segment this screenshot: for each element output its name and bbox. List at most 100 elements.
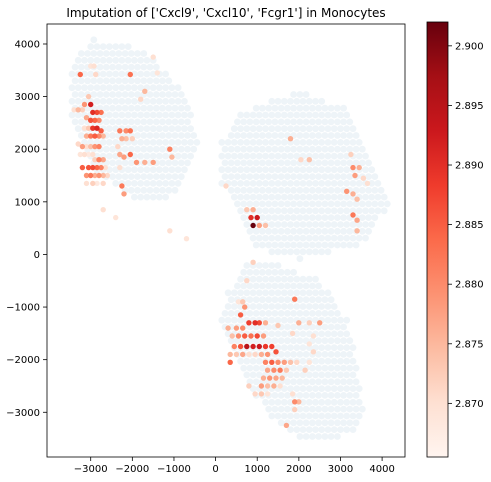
data-point (229, 333, 235, 339)
background-spot (77, 118, 85, 126)
background-spot (380, 207, 388, 215)
background-spot (358, 186, 366, 194)
data-point (350, 212, 356, 218)
background-spot (299, 426, 307, 433)
background-spot (131, 193, 138, 201)
background-spot (271, 173, 279, 181)
background-spot (315, 241, 322, 249)
background-spot (131, 84, 138, 92)
background-spot (337, 385, 344, 392)
data-point (294, 359, 300, 365)
data-point (169, 154, 175, 160)
background-spot (318, 139, 326, 146)
background-spot (259, 118, 266, 126)
data-point (79, 143, 86, 150)
background-spot (293, 303, 301, 310)
background-spot (349, 221, 357, 228)
background-spot (374, 193, 382, 201)
background-spot (327, 323, 335, 331)
background-spot (309, 227, 316, 235)
background-spot (271, 268, 279, 276)
background-spot (327, 186, 335, 194)
background-spot (284, 200, 291, 208)
background-spot (152, 77, 160, 85)
data-point (252, 320, 258, 326)
background-spot (259, 200, 266, 208)
background-spot (302, 214, 310, 222)
background-spot (127, 186, 135, 194)
background-spot (271, 159, 279, 167)
background-spot (334, 351, 341, 358)
background-spot (277, 132, 285, 139)
background-spot (165, 173, 173, 181)
background-spot (290, 104, 297, 112)
background-spot (293, 275, 301, 283)
background-spot (368, 193, 376, 201)
background-spot (274, 221, 282, 228)
background-spot (302, 433, 310, 440)
background-spot (255, 371, 263, 379)
background-spot (246, 173, 254, 181)
background-spot (299, 193, 307, 201)
background-spot (262, 166, 269, 174)
background-spot (355, 398, 363, 406)
background-spot (121, 50, 129, 57)
background-spot (277, 405, 285, 413)
background-spot (249, 234, 257, 242)
background-spot (162, 152, 170, 160)
data-point (115, 143, 121, 150)
background-spot (121, 159, 129, 167)
background-spot (265, 200, 273, 208)
background-spot (193, 139, 201, 146)
background-spot (309, 186, 316, 194)
background-spot (337, 426, 344, 433)
background-spot (230, 303, 238, 310)
background-spot (349, 125, 357, 133)
background-spot (74, 84, 82, 92)
background-spot (265, 159, 273, 167)
background-spot (287, 166, 294, 174)
background-spot (184, 145, 191, 153)
background-spot (287, 152, 294, 160)
background-spot (321, 186, 329, 194)
background-spot (230, 125, 238, 133)
background-spot (284, 351, 291, 358)
background-spot (149, 125, 157, 133)
background-spot (102, 118, 110, 126)
background-spot (268, 152, 276, 160)
background-spot (355, 180, 363, 187)
background-spot (287, 193, 294, 201)
background-spot (321, 214, 329, 222)
background-spot (315, 337, 322, 345)
data-point (262, 359, 269, 365)
background-spot (352, 200, 360, 208)
background-spot (268, 207, 276, 215)
background-spot (340, 173, 347, 181)
background-spot (324, 398, 332, 406)
background-spot (290, 337, 297, 345)
data-point (90, 151, 96, 158)
data-point (277, 383, 283, 389)
data-point (246, 320, 252, 326)
background-spot (90, 36, 98, 44)
data-point (83, 172, 90, 179)
background-spot (374, 180, 382, 187)
background-spot (156, 125, 163, 133)
background-spot (127, 63, 135, 71)
background-spot (280, 330, 288, 338)
background-spot (299, 125, 307, 133)
background-spot (340, 159, 347, 167)
background-spot (271, 132, 279, 139)
background-spot (324, 371, 332, 379)
background-spot (343, 412, 351, 420)
background-spot (187, 152, 195, 160)
background-spot (162, 193, 170, 201)
background-spot (177, 118, 185, 126)
background-spot (109, 145, 116, 153)
data-point (138, 96, 144, 102)
data-point (258, 391, 265, 397)
background-spot (252, 282, 260, 290)
background-spot (318, 398, 326, 406)
background-spot (234, 159, 241, 167)
background-spot (312, 166, 319, 174)
